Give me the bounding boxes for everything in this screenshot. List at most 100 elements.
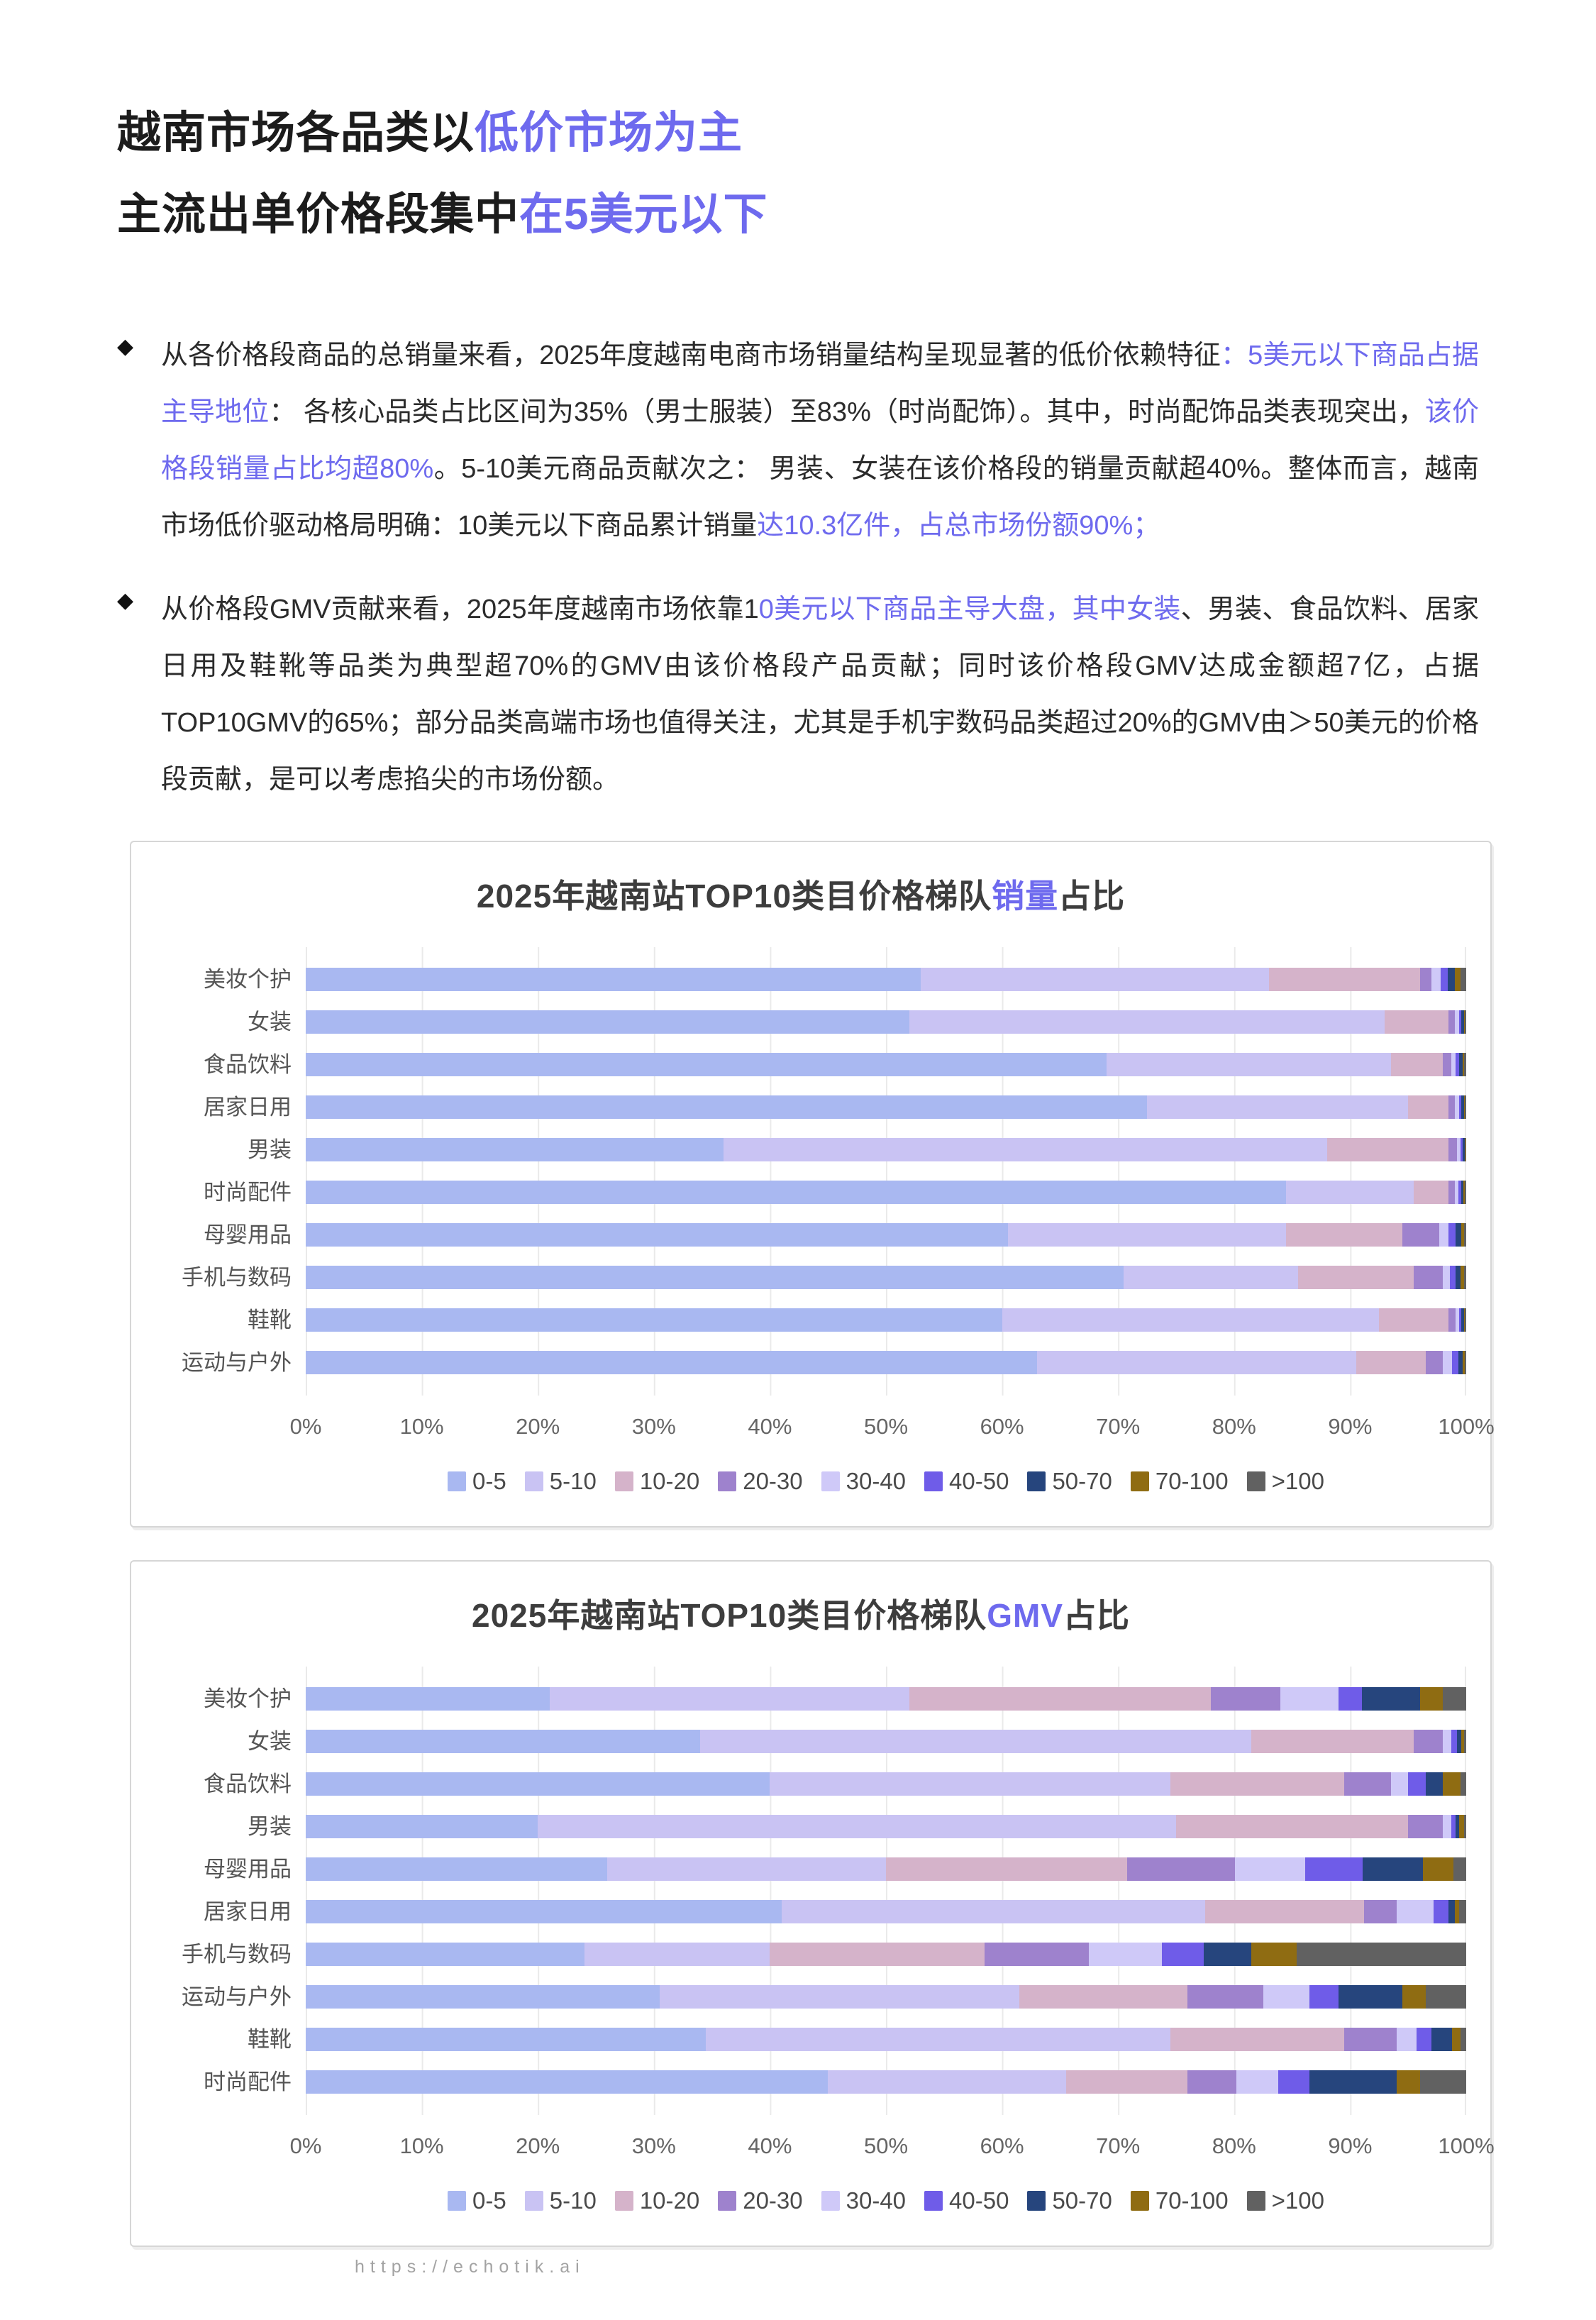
footer-url-link[interactable]: https://echotik.ai xyxy=(355,2256,585,2277)
x-axis-tick-label: 70% xyxy=(1096,1413,1141,1439)
bar-segment xyxy=(985,1943,1090,1967)
legend-swatch-3040 xyxy=(821,1471,840,1491)
bar-segment xyxy=(1339,1985,1402,2009)
bar-segment xyxy=(1396,2070,1420,2094)
bar-row xyxy=(306,1044,1466,1086)
bar-segment xyxy=(1423,1857,1453,1882)
x-axis-tick-label: 90% xyxy=(1328,1413,1373,1439)
bar-segment xyxy=(1461,1010,1464,1034)
bar-segment xyxy=(1396,1900,1434,1924)
bar-segment xyxy=(1344,2028,1397,2052)
bar-segment xyxy=(1465,1010,1466,1034)
legend-item: 50-70 xyxy=(1027,1468,1112,1495)
bar-segment xyxy=(584,1943,770,1967)
bar-segment xyxy=(1408,1772,1426,1796)
bar-segment xyxy=(1390,1772,1409,1796)
bar-segment xyxy=(1235,1857,1305,1882)
bar-segment xyxy=(770,1772,1170,1796)
chart-title-text: 2025年越南站TOP10类目价格梯队 xyxy=(471,1596,987,1634)
bar-segment xyxy=(1268,968,1420,992)
x-axis-tick-label: 100% xyxy=(1438,1413,1495,1439)
legend-item: 50-70 xyxy=(1027,2187,1112,2214)
bar-segment xyxy=(1464,1053,1466,1077)
plain-text: 从价格段GMV贡献来看，2025年度越南市场依靠1 xyxy=(161,594,759,624)
bar-segment xyxy=(1162,1943,1204,1967)
legend-label: 10-20 xyxy=(639,1467,700,1494)
bar-segment xyxy=(1448,1138,1457,1162)
bar-row xyxy=(306,1214,1466,1256)
legend-item: 70-100 xyxy=(1130,2187,1229,2214)
accent-text: ：5美元以下商品占据主导地位 xyxy=(161,340,1479,427)
bar-segment xyxy=(1460,1772,1466,1796)
plain-text: 从各价格段商品的总销量来看，2025年度越南电商市场销量结构呈现显著的低价依赖特… xyxy=(161,340,1221,370)
bar-segment xyxy=(1463,1138,1465,1162)
bar-segment xyxy=(1286,1181,1414,1205)
bar-segment xyxy=(1419,1687,1443,1711)
bar-row xyxy=(306,1976,1466,2018)
accent-text: 低价市场为主 xyxy=(475,109,743,158)
stacked-bar xyxy=(306,1266,1466,1290)
bar-segment xyxy=(1390,1053,1443,1077)
bar-segment xyxy=(1425,1772,1443,1796)
bar-segment xyxy=(1456,1815,1460,1839)
x-axis-tick-label: 10% xyxy=(399,2133,444,2158)
legend-swatch-70100 xyxy=(1130,2190,1149,2211)
bar-segment xyxy=(1402,1223,1440,1247)
legend-swatch-05 xyxy=(448,1471,467,1491)
bar-segment xyxy=(306,1308,1002,1332)
bar-segment xyxy=(1456,1223,1462,1247)
x-axis-tick-label: 50% xyxy=(863,1413,909,1439)
bar-segment xyxy=(1363,1857,1424,1882)
bar-row xyxy=(306,1171,1466,1214)
bar-segment xyxy=(1461,1308,1464,1332)
legend-swatch-1020 xyxy=(614,1471,633,1491)
stacked-bar xyxy=(306,1308,1466,1332)
legend-label: 5-10 xyxy=(549,2187,597,2214)
bar-segment xyxy=(1460,1138,1463,1162)
bar-segment xyxy=(549,1687,909,1711)
bar-segment xyxy=(1465,1138,1466,1162)
bar-segment xyxy=(1448,1010,1455,1034)
bar-segment xyxy=(1007,1223,1287,1247)
bar-segment xyxy=(1456,1266,1461,1290)
stacked-bar xyxy=(306,1095,1466,1120)
bar-segment xyxy=(1431,968,1441,992)
bar-segment xyxy=(885,1857,1128,1882)
bar-segment xyxy=(1297,1943,1466,1967)
legend-label: 70-100 xyxy=(1155,2187,1229,2214)
bar-segment xyxy=(306,1266,1124,1290)
bar-row xyxy=(306,1299,1466,1342)
x-axis-tick-label: 30% xyxy=(631,2133,676,2158)
stacked-bar xyxy=(306,1730,1466,1754)
bar-segment xyxy=(1309,2070,1397,2094)
stacked-bar xyxy=(306,1772,1466,1796)
bar-segment xyxy=(306,1010,909,1034)
category-tick-label: 女装 xyxy=(248,1728,292,1754)
bar-segment xyxy=(1451,1053,1456,1077)
bar-row xyxy=(306,1342,1466,1384)
legend-swatch-100 xyxy=(1246,1471,1265,1491)
bar-segment xyxy=(1465,1351,1466,1375)
legend-item: >100 xyxy=(1246,2187,1324,2214)
bar-row xyxy=(306,1678,1466,1720)
bar-segment xyxy=(1465,1181,1466,1205)
bar-segment xyxy=(1458,1181,1461,1205)
legend-item: 5-10 xyxy=(524,1468,597,1495)
bar-row xyxy=(306,1891,1466,1933)
category-tick-label: 母婴用品 xyxy=(204,1856,292,1882)
bar-segment xyxy=(1379,1308,1449,1332)
bar-segment xyxy=(1452,2028,1461,2052)
x-axis: 0% 10% 20% 30% 40% 50% 60% 70% 80% 90% 100% xyxy=(290,1413,1495,1447)
x-axis-tick-label: 20% xyxy=(516,2133,560,2158)
bar-segment xyxy=(1465,1308,1466,1332)
bar-segment xyxy=(1278,2070,1310,2094)
bar-segment xyxy=(1443,1772,1461,1796)
bar-row xyxy=(306,1848,1466,1891)
bar-segment xyxy=(1408,1095,1449,1120)
legend-item: 20-30 xyxy=(718,2187,803,2214)
category-tick-label: 女装 xyxy=(248,1009,292,1034)
bar-segment xyxy=(1170,2028,1345,2052)
category-tick-label: 美妆个护 xyxy=(204,1686,292,1711)
legend-label: 10-20 xyxy=(639,2187,700,2214)
bar-segment xyxy=(659,1985,1020,2009)
